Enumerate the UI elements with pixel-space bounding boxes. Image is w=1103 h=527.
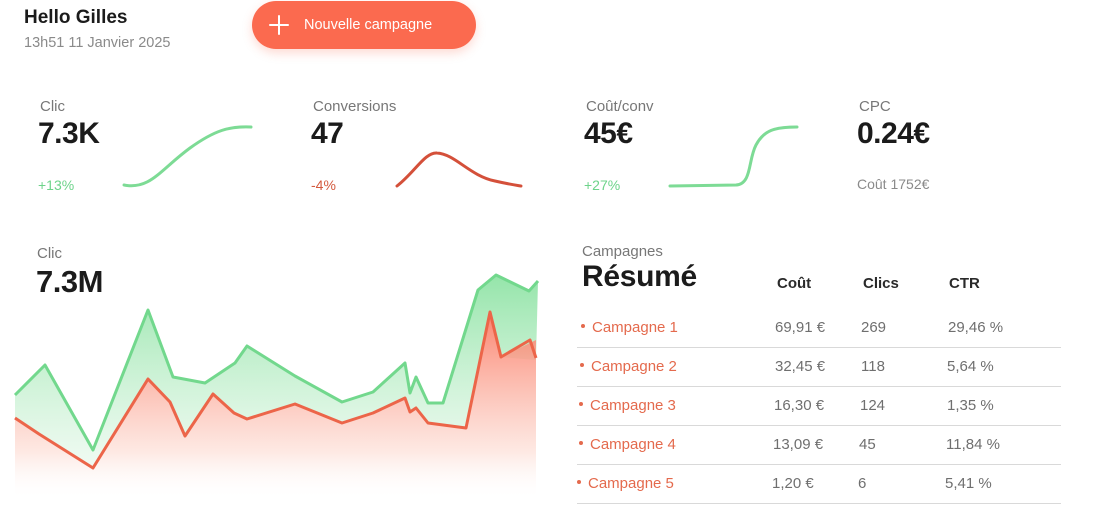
campaigns-title: Résumé [582, 260, 697, 293]
campaign-ctr: 5,64 % [947, 358, 994, 375]
kpi-clic-delta: +13% [38, 177, 75, 193]
campaign-ctr: 1,35 % [947, 397, 994, 414]
campaign-name[interactable]: Campagne 1 [581, 319, 678, 336]
green-series-line [13, 273, 540, 452]
datetime: 13h51 11 Janvier 2025 [24, 35, 171, 51]
kpi-cost-per-conv-label: Coût/conv [586, 98, 654, 115]
column-header-cost: Coût [777, 275, 812, 292]
red-series-line [14, 310, 538, 470]
bullet-icon [580, 363, 584, 368]
kpi-cost-per-conv-value: 45€ [584, 117, 633, 150]
new-campaign-label: Nouvelle campagne [304, 17, 433, 33]
plus-icon [269, 15, 289, 35]
bullet-icon [579, 441, 583, 446]
campaign-cost: 32,45 € [775, 358, 826, 375]
red-series-area [15, 312, 536, 500]
campaign-name[interactable]: Campagne 4 [579, 436, 676, 453]
kpi-conversions-delta: -4% [311, 177, 336, 193]
campaign-name[interactable]: Campagne 2 [580, 358, 677, 375]
campaign-clicks: 6 [858, 475, 867, 492]
campaign-cost: 16,30 € [774, 397, 825, 414]
campaign-cost: 69,91 € [775, 319, 826, 336]
greeting: Hello Gilles [24, 7, 128, 28]
bullet-icon [577, 480, 581, 485]
bullet-icon [579, 402, 583, 407]
table-row[interactable]: Campagne 2 32,45 € 118 5,64 % [577, 347, 1061, 387]
kpi-conversions-label: Conversions [313, 98, 397, 115]
campaign-cost: 13,09 € [773, 436, 824, 453]
campaign-clicks: 118 [861, 358, 885, 375]
campaign-name[interactable]: Campagne 3 [579, 397, 676, 414]
table-row[interactable]: Campagne 4 13,09 € 45 11,84 % [577, 425, 1061, 465]
kpi-clic-value: 7.3K [38, 117, 100, 150]
campaign-name[interactable]: Campagne 5 [577, 475, 674, 492]
kpi-conversions-value: 47 [311, 117, 344, 150]
campaign-cost: 1,20 € [772, 475, 814, 492]
main-chart-value: 7.3M [36, 264, 103, 299]
kpi-cpc-total-cost: Coût 1752€ [857, 176, 930, 192]
new-campaign-button[interactable]: Nouvelle campagne [252, 1, 476, 49]
column-header-ctr: CTR [949, 275, 980, 292]
campaign-clicks: 45 [859, 436, 876, 453]
kpi-cost-per-conv-delta: +27% [584, 177, 621, 193]
table-row[interactable]: Campagne 1 69,91 € 269 29,46 % [577, 308, 1061, 348]
campaign-ctr: 29,46 % [948, 319, 1004, 336]
campaign-clicks: 269 [861, 319, 887, 336]
campaign-clicks: 124 [860, 397, 886, 414]
table-row[interactable]: Campagne 5 1,20 € 6 5,41 % [577, 464, 1061, 504]
table-row[interactable]: Campagne 3 16,30 € 124 1,35 % [577, 386, 1061, 426]
main-chart-label: Clic [37, 245, 62, 262]
campaigns-supertitle: Campagnes [582, 243, 663, 260]
bullet-icon [581, 324, 585, 329]
campaign-ctr: 5,41 % [945, 475, 992, 492]
column-header-clicks: Clics [863, 275, 899, 292]
kpi-cpc-value: 0.24€ [857, 117, 930, 150]
green-series-area [15, 275, 538, 468]
campaign-ctr: 11,84 % [946, 436, 1000, 453]
kpi-clic-label: Clic [40, 98, 65, 115]
kpi-cpc-label: CPC [859, 98, 891, 115]
